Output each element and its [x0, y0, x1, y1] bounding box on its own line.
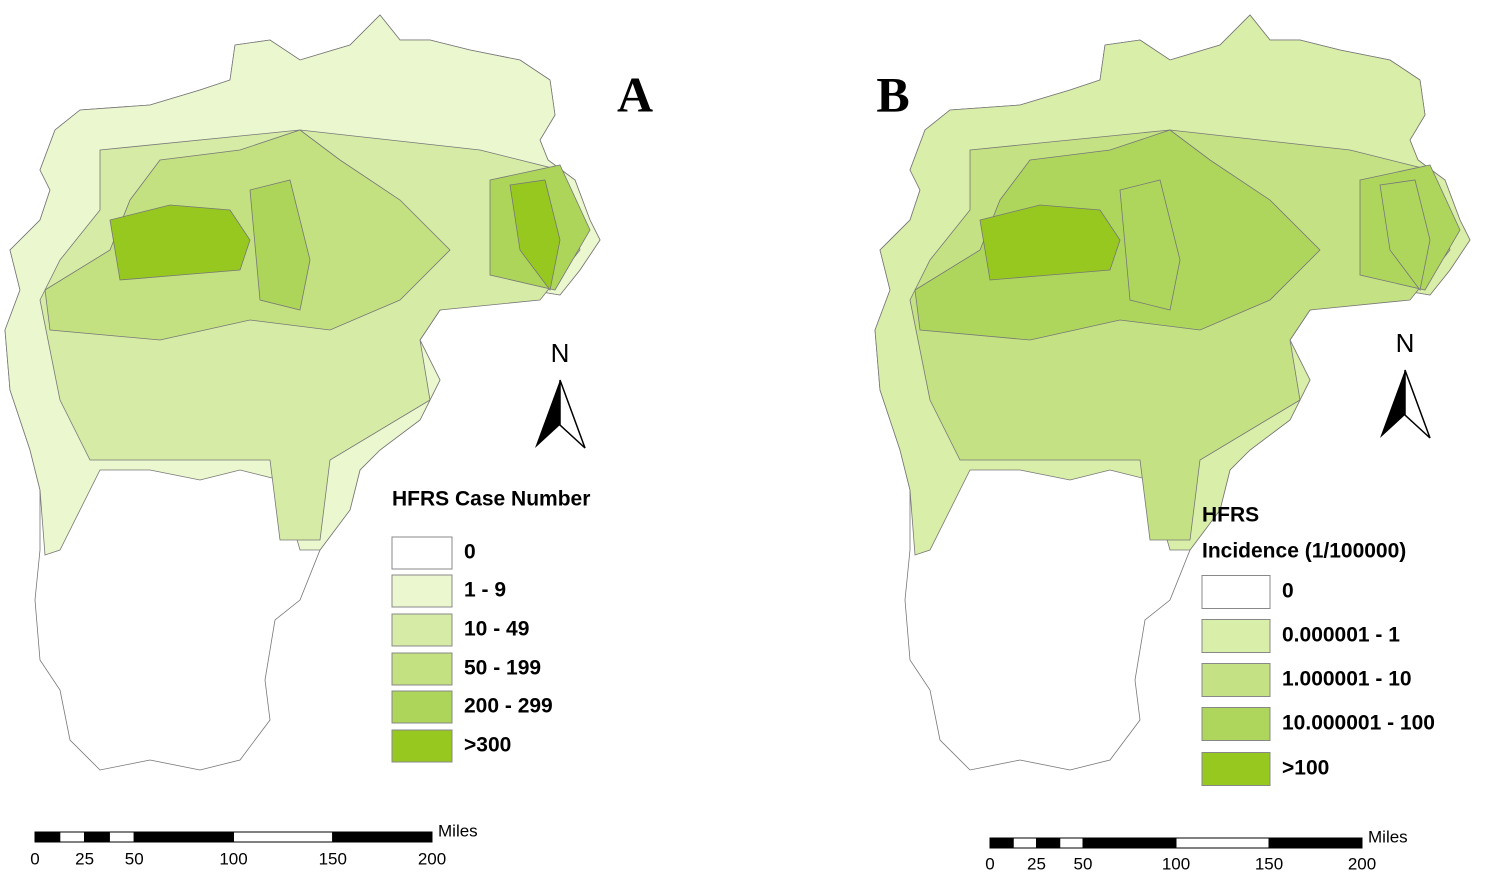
- legend-label: 10.000001 - 100: [1282, 712, 1435, 735]
- scale-segment: [108, 831, 135, 843]
- scale-segment: [133, 831, 234, 843]
- map-panel: A N HFRS Case Number 0 1 - 9 10 - 49 50 - 199 2…: [4, 14, 653, 868]
- legend-swatch: [1201, 752, 1271, 786]
- scale-segment: [1036, 837, 1061, 849]
- scale-unit: Miles: [438, 821, 478, 840]
- north-arrow-right: [1404, 369, 1431, 439]
- scale-segment: [1012, 837, 1037, 849]
- legend-label: 1.000001 - 10: [1282, 668, 1412, 691]
- scale-label: 0: [985, 854, 994, 872]
- legend-title: HFRS Case Number: [392, 488, 590, 511]
- region: [44, 129, 451, 341]
- legend-swatch: [1201, 707, 1271, 741]
- scale-label: 200: [1348, 854, 1376, 872]
- scale-label: 0: [30, 849, 39, 868]
- scale-segment: [1268, 837, 1363, 849]
- legend-label: 1 - 9: [464, 579, 506, 602]
- scale-label: 150: [319, 849, 347, 868]
- panel-label: B: [876, 66, 909, 122]
- scale-label: 200: [418, 849, 446, 868]
- legend-label: 0.000001 - 1: [1282, 624, 1400, 647]
- region: [979, 204, 1121, 281]
- map-panel: B N HFRS Incidence (1/100000) 0 0.000001 - 1 1…: [874, 14, 1471, 872]
- legend-swatch: [1201, 575, 1271, 609]
- north-label: N: [551, 338, 570, 368]
- north-label: N: [1396, 328, 1415, 358]
- scale-label: 50: [125, 849, 144, 868]
- legend-label: 50 - 199: [464, 657, 541, 680]
- legend-label: 200 - 299: [464, 695, 553, 718]
- scale-label: 100: [1162, 854, 1190, 872]
- north-arrow-left: [1380, 370, 1405, 438]
- legend-label: >100: [1282, 757, 1329, 780]
- scale-label: 25: [75, 849, 94, 868]
- legend-label: 0: [1282, 580, 1294, 603]
- legend-swatch: [391, 690, 453, 724]
- scale-segment: [1059, 837, 1084, 849]
- region: [509, 179, 561, 291]
- region: [249, 179, 311, 311]
- legend-swatch: [391, 729, 453, 763]
- legend-label: 0: [464, 541, 476, 564]
- legend-swatch: [1201, 663, 1271, 697]
- north-arrow-right: [559, 379, 586, 449]
- scale-label: 150: [1255, 854, 1283, 872]
- legend-swatch: [1201, 619, 1271, 653]
- region: [1379, 179, 1431, 291]
- scale-label: 100: [219, 849, 247, 868]
- legend-title: Incidence (1/100000): [1202, 540, 1406, 563]
- scale-segment: [332, 831, 433, 843]
- region: [914, 129, 1321, 341]
- scale-segment: [233, 831, 334, 843]
- legend-swatch: [391, 613, 453, 647]
- legend-label: 10 - 49: [464, 618, 529, 641]
- north-arrow-left: [535, 380, 560, 448]
- region: [1119, 179, 1181, 311]
- region: [109, 204, 251, 281]
- scale-segment: [59, 831, 86, 843]
- panel-label: A: [617, 66, 653, 122]
- scale-segment: [34, 831, 61, 843]
- scale-segment: [84, 831, 110, 843]
- map: [4, 14, 601, 771]
- legend-swatch: [391, 574, 453, 608]
- legend-swatch: [391, 652, 453, 686]
- scale-segment: [989, 837, 1014, 849]
- scale-segment: [1175, 837, 1270, 849]
- legend-title: HFRS: [1202, 504, 1259, 527]
- map: [874, 14, 1471, 771]
- scale-label: 50: [1074, 854, 1093, 872]
- scale-label: 25: [1027, 854, 1046, 872]
- legend-swatch: [391, 536, 453, 570]
- scale-segment: [1082, 837, 1177, 849]
- scale-unit: Miles: [1368, 827, 1408, 846]
- legend-label: >300: [464, 734, 511, 757]
